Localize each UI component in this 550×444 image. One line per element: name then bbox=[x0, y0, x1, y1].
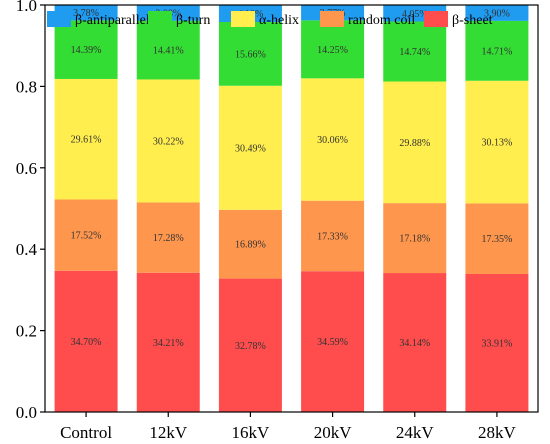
bar-segment-1-0 bbox=[54, 199, 118, 271]
y-tick-label-1: 0.2 bbox=[16, 322, 37, 341]
bar-segment-0-5 bbox=[465, 273, 529, 412]
bar-segment-0-2 bbox=[218, 278, 282, 412]
data-label-4-0: 3.78% bbox=[73, 8, 99, 19]
bar-segment-1-2 bbox=[218, 209, 282, 279]
legend-label-0: β-antiparallel bbox=[75, 13, 150, 28]
data-label-2-5: 30.13% bbox=[481, 138, 512, 149]
data-label-3-2: 15.66% bbox=[235, 49, 266, 60]
data-label-0-3: 34.59% bbox=[317, 337, 348, 348]
data-label-3-5: 14.71% bbox=[481, 46, 512, 57]
bars-layer: 34.70% 17.52% 29.61% 14.39% 3.78% 34.21% 17.28… bbox=[54, 5, 529, 412]
data-label-0-2: 32.78% bbox=[235, 341, 266, 352]
data-label-0-1: 34.21% bbox=[153, 338, 184, 349]
x-tick-label-3: 20kV bbox=[314, 423, 353, 442]
data-label-3-1: 14.41% bbox=[153, 46, 184, 57]
bar-segment-0-3 bbox=[301, 271, 365, 412]
bar-segment-3-1 bbox=[136, 20, 200, 80]
bar-segment-3-3 bbox=[301, 20, 365, 79]
legend-label-2: α-helix bbox=[259, 13, 299, 28]
bar-segment-2-0 bbox=[54, 78, 118, 200]
legend-swatch-4 bbox=[424, 11, 448, 27]
x-tick-label-2: 16kV bbox=[232, 423, 271, 442]
bar-segment-3-2 bbox=[218, 22, 282, 86]
legend-label-1: β-turn bbox=[176, 13, 210, 28]
bar-segment-0-1 bbox=[136, 272, 200, 412]
data-label-0-5: 33.91% bbox=[481, 338, 512, 349]
bar-segment-1-3 bbox=[301, 200, 365, 272]
data-label-1-1: 17.28% bbox=[153, 233, 184, 244]
data-label-2-3: 30.06% bbox=[317, 135, 348, 146]
y-tick-label-2: 0.4 bbox=[16, 240, 38, 259]
data-label-2-4: 29.88% bbox=[399, 138, 430, 149]
data-label-1-5: 17.35% bbox=[481, 234, 512, 245]
bar-segment-0-0 bbox=[54, 270, 118, 412]
y-tick-label-4: 0.8 bbox=[16, 77, 37, 96]
x-tick-label-1: 12kV bbox=[149, 423, 188, 442]
bar-segment-3-4 bbox=[383, 21, 447, 82]
data-label-2-0: 29.61% bbox=[71, 135, 102, 146]
legend-swatch-2 bbox=[231, 11, 255, 27]
bar-segment-4-5 bbox=[465, 5, 529, 21]
y-tick-label-3: 0.6 bbox=[16, 159, 37, 178]
bar-segment-1-4 bbox=[383, 203, 447, 274]
x-tick-label-5: 28kV bbox=[478, 423, 517, 442]
data-label-1-0: 17.52% bbox=[71, 231, 102, 242]
bar-segment-2-2 bbox=[218, 85, 282, 210]
legend-label-4: β-sheet bbox=[452, 13, 493, 28]
legend-label-3: random coil bbox=[348, 13, 415, 28]
bar-segment-1-5 bbox=[465, 203, 529, 274]
bar-segment-2-4 bbox=[383, 81, 447, 204]
data-label-0-0: 34.70% bbox=[71, 337, 102, 348]
y-tick-label-5: 1.0 bbox=[16, 0, 37, 15]
data-label-1-3: 17.33% bbox=[317, 231, 348, 242]
data-label-1-2: 16.89% bbox=[235, 240, 266, 251]
data-label-3-4: 14.74% bbox=[399, 47, 430, 58]
bar-segment-3-5 bbox=[465, 20, 529, 81]
legend-swatch-1 bbox=[148, 11, 172, 27]
bar-segment-2-3 bbox=[301, 78, 365, 201]
y-tick-label-0: 0.0 bbox=[16, 403, 37, 422]
data-label-0-4: 34.14% bbox=[399, 338, 430, 349]
bar-segment-2-1 bbox=[136, 79, 200, 203]
data-label-4-5: 3.90% bbox=[484, 8, 510, 19]
data-label-4-4: 4.05% bbox=[402, 9, 428, 20]
legend-swatch-3 bbox=[320, 11, 344, 27]
bar-segment-2-5 bbox=[465, 80, 529, 204]
x-tick-label-0: Control bbox=[60, 423, 112, 442]
legend-swatch-0 bbox=[47, 11, 71, 27]
data-label-3-3: 14.25% bbox=[317, 45, 348, 56]
axes-layer: 0.0 0.2 0.4 0.6 0.8 1.0 Control 12kV 16kV 20kV 24k… bbox=[16, 0, 539, 442]
data-label-1-4: 17.18% bbox=[399, 234, 430, 245]
data-label-2-2: 30.49% bbox=[235, 143, 266, 154]
data-label-3-0: 14.39% bbox=[71, 45, 102, 56]
plot-frame bbox=[44, 4, 539, 413]
data-label-2-1: 30.22% bbox=[153, 136, 184, 147]
x-tick-label-4: 24kV bbox=[396, 423, 435, 442]
bar-segment-0-4 bbox=[383, 273, 447, 412]
bar-segment-1-1 bbox=[136, 202, 200, 273]
bar-segment-3-0 bbox=[54, 20, 118, 79]
legend: β-antiparallel β-turn α-helix random coil β-… bbox=[47, 11, 493, 28]
